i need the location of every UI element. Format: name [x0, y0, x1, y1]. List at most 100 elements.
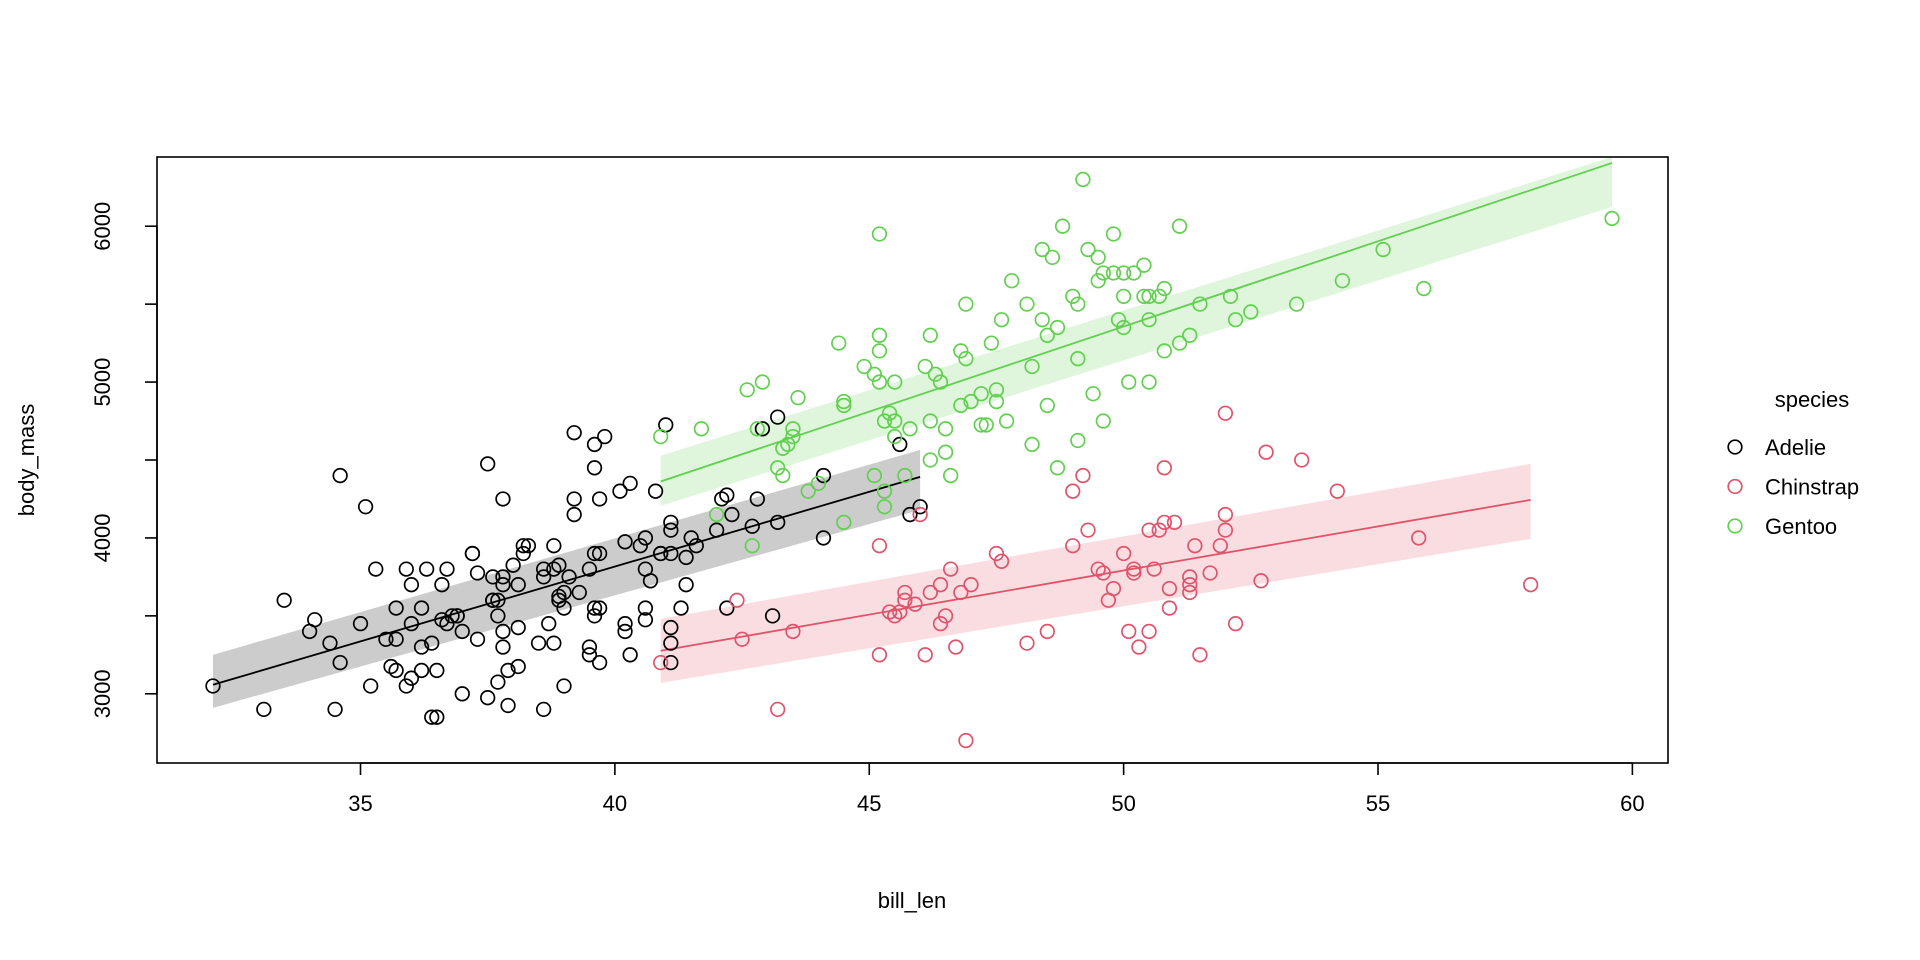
data-point-adelie [500, 697, 516, 714]
data-point-adelie [770, 409, 786, 425]
data-point-adelie [571, 584, 587, 601]
x-tick-label: 35 [348, 791, 372, 816]
data-point-adelie [413, 662, 430, 679]
data-point-chinstrap [1329, 483, 1345, 499]
data-point-adelie [556, 584, 572, 601]
data-point-gentoo [708, 506, 725, 523]
data-point-adelie [536, 701, 552, 718]
data-point-adelie [444, 608, 460, 624]
data-point-chinstrap [1161, 600, 1178, 616]
data-point-gentoo [785, 421, 801, 437]
data-point-gentoo [1141, 312, 1157, 328]
data-point-gentoo [810, 475, 827, 492]
data-point-chinstrap [1141, 623, 1157, 640]
data-point-adelie [566, 425, 582, 441]
data-point-gentoo [887, 428, 903, 445]
data-point-gentoo [785, 428, 801, 445]
data-point-adelie [383, 658, 399, 675]
data-point-adelie [617, 616, 633, 632]
data-point-gentoo [958, 351, 974, 367]
data-point-chinstrap [922, 584, 938, 601]
data-point-gentoo [1141, 288, 1157, 304]
data-point-adelie [632, 538, 648, 554]
data-point-gentoo [1105, 265, 1122, 281]
data-point-chinstrap [1156, 460, 1172, 476]
data-point-gentoo [937, 444, 954, 460]
data-point-adelie [622, 647, 638, 663]
data-point-adelie [454, 686, 470, 702]
data-point-chinstrap [1126, 561, 1142, 577]
data-point-gentoo [1049, 319, 1066, 336]
data-point-gentoo [993, 312, 1010, 328]
data-point-chinstrap [1075, 467, 1091, 484]
data-point-adelie [586, 436, 603, 453]
data-point-gentoo [871, 327, 888, 343]
data-point-adelie [495, 623, 511, 640]
data-point-gentoo [1126, 265, 1142, 281]
data-point-gentoo [1115, 265, 1132, 281]
data-point-chinstrap [1121, 623, 1137, 640]
data-point-adelie [546, 635, 562, 651]
data-point-adelie [581, 639, 598, 655]
data-point-chinstrap [1131, 639, 1147, 655]
legend-marker-gentoo [1727, 518, 1743, 534]
data-point-chinstrap [1258, 444, 1274, 460]
data-point-gentoo [856, 358, 872, 375]
data-point-gentoo [922, 452, 938, 468]
data-point-adelie [434, 612, 450, 628]
data-point-adelie [892, 436, 908, 453]
confidence-bands [212, 157, 1613, 708]
data-point-chinstrap [912, 506, 928, 523]
data-point-adelie [653, 545, 669, 562]
data-point-adelie [495, 569, 511, 585]
data-point-gentoo [932, 374, 949, 390]
x-axis: 35 40 45 50 55 60 [348, 762, 1645, 816]
data-point-adelie [744, 518, 760, 534]
data-point-adelie [617, 534, 633, 550]
data-point-gentoo [922, 413, 938, 429]
data-point-adelie [546, 538, 562, 554]
data-point-gentoo [922, 327, 938, 343]
data-point-gentoo [744, 538, 760, 554]
data-point-chinstrap [734, 631, 750, 647]
data-point-gentoo [983, 335, 1000, 351]
data-point-gentoo [1171, 218, 1188, 234]
data-point-adelie [536, 569, 552, 585]
data-point-adelie [708, 522, 725, 538]
data-point-adelie [352, 616, 369, 632]
data-point-chinstrap [958, 732, 974, 749]
data-point-adelie [663, 522, 679, 538]
data-point-gentoo [876, 499, 893, 515]
data-point-gentoo [1171, 335, 1188, 351]
data-point-chinstrap [785, 623, 801, 640]
data-point-adelie [205, 678, 221, 694]
data-point-chinstrap [1187, 538, 1203, 554]
data-point-gentoo [800, 483, 816, 499]
y-tick-label: 3000 [90, 669, 115, 718]
legend-label-gentoo: Gentoo [1765, 514, 1837, 539]
data-point-gentoo [917, 358, 933, 375]
data-point-adelie [902, 506, 918, 523]
data-point-adelie [403, 577, 420, 593]
data-point-gentoo [871, 343, 888, 359]
data-point-gentoo [1070, 296, 1086, 312]
data-point-adelie [398, 561, 414, 577]
data-point-adelie [770, 514, 786, 530]
data-point-adelie [556, 600, 572, 616]
data-point-chinstrap [937, 608, 954, 624]
y-axis-title: body_mass [14, 404, 39, 517]
confidence-band-gentoo [660, 157, 1613, 506]
data-point-adelie [754, 421, 771, 437]
data-point-adelie [357, 499, 374, 515]
data-point-chinstrap [1522, 577, 1539, 593]
legend-marker-adelie [1727, 439, 1743, 455]
data-point-gentoo [1243, 304, 1259, 320]
data-point-chinstrap [1151, 522, 1167, 538]
data-point-chinstrap [1217, 522, 1234, 538]
data-point-gentoo [943, 467, 959, 484]
data-point-adelie [510, 619, 526, 636]
data-point-adelie [541, 616, 557, 632]
data-point-gentoo [1070, 432, 1086, 449]
data-point-gentoo [978, 417, 994, 433]
data-point-adelie [449, 608, 465, 624]
